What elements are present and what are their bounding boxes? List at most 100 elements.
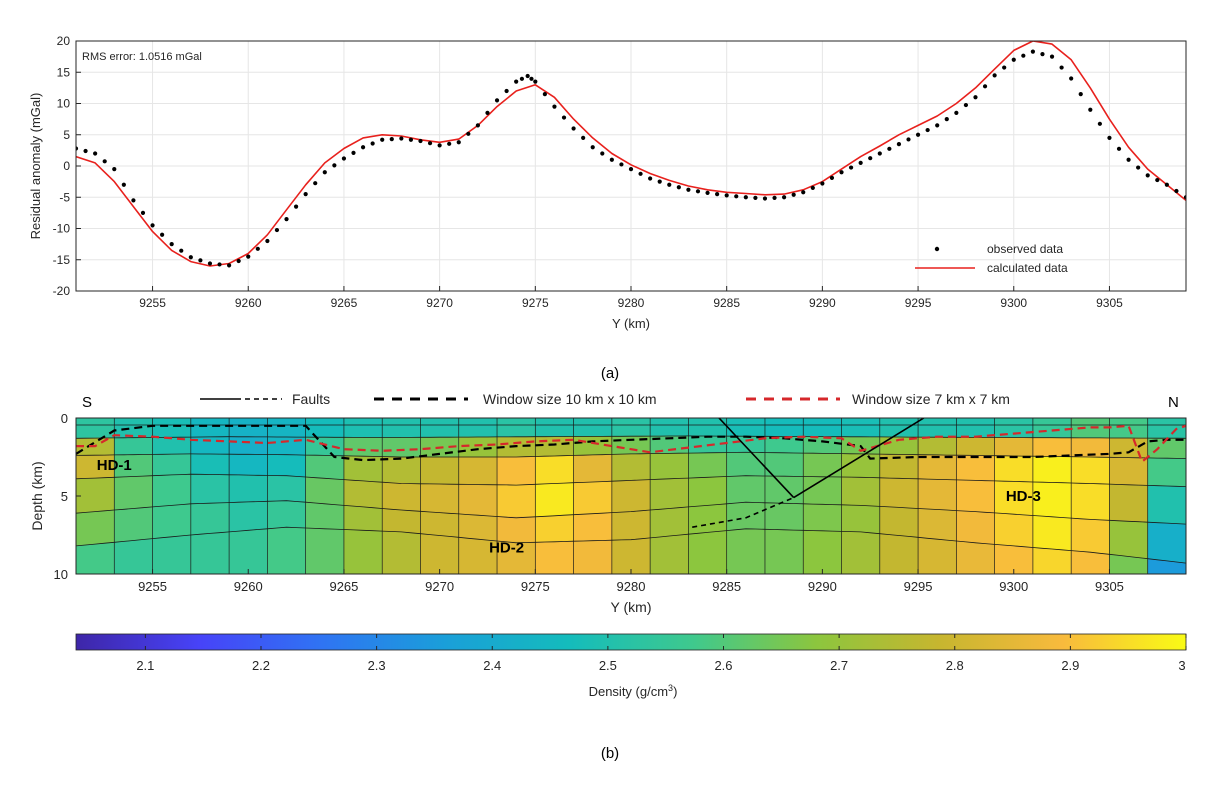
observed-point <box>906 137 911 142</box>
observed-point <box>447 141 452 146</box>
panel-b-letter: (b) <box>601 745 619 762</box>
fault-solid-line <box>718 418 795 499</box>
observed-point <box>782 195 787 200</box>
observed-point <box>686 187 691 192</box>
density-cell <box>534 418 574 426</box>
density-cell <box>802 424 842 438</box>
observed-point <box>322 170 327 175</box>
observed-point <box>695 189 701 194</box>
observed-point <box>389 137 394 142</box>
density-cell <box>955 418 995 426</box>
x-tick-label: 9275 <box>521 579 550 594</box>
density-cell <box>343 505 383 532</box>
observed-point <box>1174 188 1179 194</box>
density-cell <box>688 452 728 479</box>
observed-point <box>83 148 88 154</box>
observed-point <box>552 104 557 109</box>
density-cell <box>458 456 498 486</box>
density-cell <box>267 418 307 426</box>
density-cell <box>764 475 804 505</box>
observed-point <box>131 198 136 203</box>
layer-boundary-line <box>76 526 1186 564</box>
density-cell <box>496 424 536 438</box>
density-cell <box>458 483 498 517</box>
density-cell <box>343 436 383 457</box>
density-cell <box>228 453 268 476</box>
x-tick-label: 9270 <box>425 579 454 594</box>
density-cell <box>1032 455 1072 484</box>
observed-point <box>112 167 117 172</box>
panel-a-series <box>76 41 1186 268</box>
density-cell <box>267 527 307 574</box>
x-tick-label: 9290 <box>809 296 836 310</box>
legend-window7-label: Window size 7 km x 7 km <box>852 391 1010 407</box>
density-cell <box>879 533 919 574</box>
density-cell <box>152 453 192 477</box>
density-cell <box>1147 457 1186 487</box>
layer-boundary-line <box>76 500 1186 525</box>
density-cell <box>611 418 651 426</box>
colorbar-ticks: 2.1 2.2 2.3 2.4 2.5 2.6 2.7 2.8 2.9 3 <box>136 634 1187 673</box>
rms-annotation: RMS error: 1.0516 mGal <box>82 51 202 63</box>
density-cell <box>611 509 651 541</box>
x-tick-label: 9265 <box>331 296 358 310</box>
density-cell <box>726 418 766 426</box>
x-tick-label: 9285 <box>713 296 740 310</box>
observed-point <box>519 76 525 81</box>
observed-point <box>217 262 222 267</box>
observed-point <box>351 150 356 155</box>
x-tick-label: 9280 <box>617 579 646 594</box>
observed-point <box>529 76 534 81</box>
observed-point <box>514 79 519 84</box>
y-tick-label: 5 <box>63 128 70 142</box>
colorbar-tick-label: 2.1 <box>136 658 154 673</box>
observed-point <box>427 141 433 146</box>
observed-point <box>160 232 165 237</box>
x-tick-label: 9295 <box>904 579 933 594</box>
density-cell <box>1147 424 1186 439</box>
density-cell <box>534 455 574 485</box>
density-cell <box>994 437 1034 457</box>
density-cell <box>1109 437 1148 459</box>
observed-point <box>877 151 882 156</box>
observed-point <box>418 138 423 144</box>
density-cell <box>305 476 345 506</box>
density-cell <box>917 418 957 426</box>
density-cell <box>534 540 574 574</box>
layer-boundary-line <box>76 451 1186 459</box>
density-cell <box>76 476 115 514</box>
observed-point <box>293 204 299 209</box>
observed-point <box>1155 177 1160 183</box>
observed-point <box>504 88 509 94</box>
legend-calculated-label: calculated data <box>987 261 1068 275</box>
density-cell <box>267 424 307 438</box>
density-cell <box>228 500 268 533</box>
density-cell <box>343 455 383 483</box>
colorbar-gradient <box>75 633 1187 651</box>
legend-faults-label: Faults <box>292 391 330 407</box>
observed-point <box>1049 54 1055 59</box>
observed-point <box>303 192 308 197</box>
x-tick-label: 9285 <box>712 579 741 594</box>
density-cell <box>305 527 345 574</box>
observed-point <box>140 210 146 215</box>
observed-point <box>1069 76 1074 81</box>
observed-point <box>102 159 107 164</box>
observed-point <box>360 145 366 150</box>
observed-point <box>1126 157 1131 162</box>
density-cell <box>955 510 995 545</box>
y-tick-label: 15 <box>57 65 71 79</box>
colorbar-tick-label: 3 <box>1178 658 1185 673</box>
observed-point <box>525 73 530 79</box>
density-cell <box>420 510 460 538</box>
density-cell <box>1109 483 1148 523</box>
observed-point <box>1059 65 1064 70</box>
x-tick-label: 9255 <box>139 296 166 310</box>
colorbar-tick-label: 2.8 <box>946 658 964 673</box>
density-cell <box>994 424 1034 439</box>
density-cell <box>152 424 192 438</box>
density-cell <box>611 479 651 513</box>
panel-a-x-ticks: 9255 9260 9265 9270 9275 9280 9285 9290 9295 9300… <box>139 286 1123 310</box>
